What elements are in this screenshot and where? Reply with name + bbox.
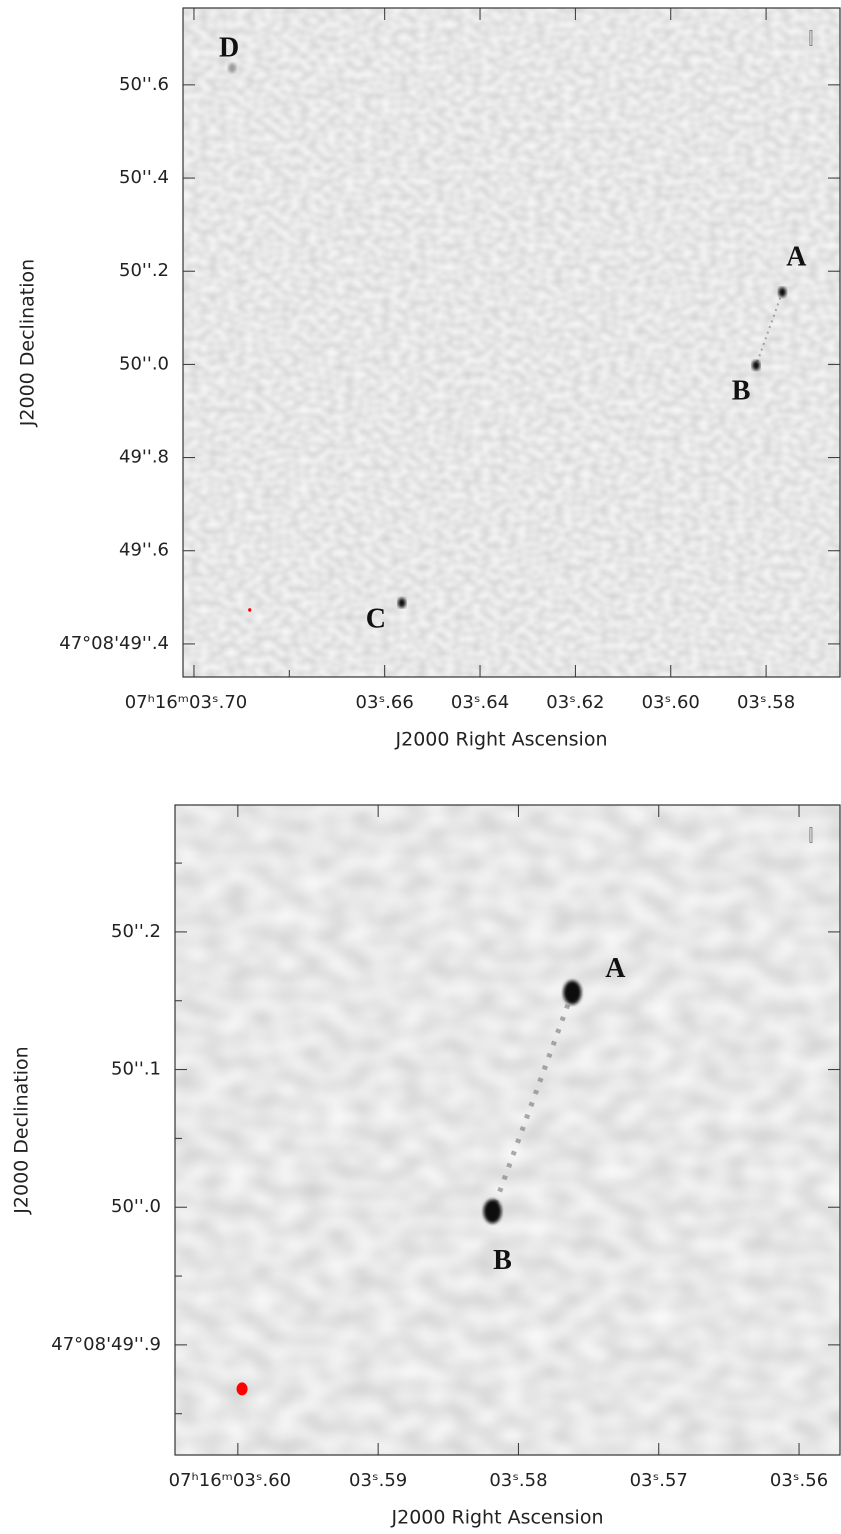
x-axis-label: J2000 Right Ascension [391,1507,604,1529]
y-tick-label: 50''.2 [119,260,169,281]
y-tick-label: 50''.4 [119,167,169,188]
x-axis-label: J2000 Right Ascension [395,729,608,751]
source-label: A [786,242,807,273]
y-tick-label: 50''.0 [111,1196,161,1217]
beam [236,1382,248,1396]
source-label: B [732,376,751,407]
y-tick-label: 47°08'49''.4 [59,633,169,654]
y-tick-label: 50''.1 [111,1059,161,1080]
y-tick-label: 49''.8 [119,447,169,468]
x-tick-label: 03ˢ.60 [642,692,700,713]
frame [174,804,841,1456]
y-tick-label: 50''.2 [111,921,161,942]
x-tick-label: 03ˢ.59 [349,1470,407,1491]
noise-image [183,8,840,677]
annotation: I [808,824,814,848]
source [483,1199,502,1224]
annotation: I [808,27,814,51]
x-tick-label: 07ʰ16ᵐ03ˢ.60 [169,1470,292,1491]
source [752,360,761,371]
source-label: D [219,33,239,64]
source-label: C [366,603,386,634]
source [397,597,406,608]
source [778,287,787,298]
jet [755,291,784,366]
x-tick-label: 03ˢ.64 [451,692,509,713]
source-label: B [493,1245,512,1276]
y-tick-label: 49''.6 [119,540,169,561]
beam [248,608,252,612]
y-tick-label: 50''.0 [119,353,169,374]
x-tick-label: 03ˢ.57 [630,1470,688,1491]
x-tick-label: 03ˢ.58 [489,1470,547,1491]
y-tick-label: 47°08'49''.9 [51,1334,161,1355]
source [563,980,582,1005]
x-tick-label: 03ˢ.56 [770,1470,828,1491]
x-tick-label: 07ʰ16ᵐ03ˢ.70 [125,692,248,713]
y-axis-label: J2000 Declination [17,259,39,427]
y-tick-label: 50''.6 [119,74,169,95]
frame [182,7,841,678]
source-label: A [605,953,626,984]
x-tick-label: 03ˢ.58 [737,692,795,713]
y-axis-label: J2000 Declination [11,1046,33,1214]
x-tick-label: 03ˢ.62 [546,692,604,713]
x-tick-label: 03ˢ.66 [356,692,414,713]
source [228,63,237,74]
noise-image [175,805,840,1455]
